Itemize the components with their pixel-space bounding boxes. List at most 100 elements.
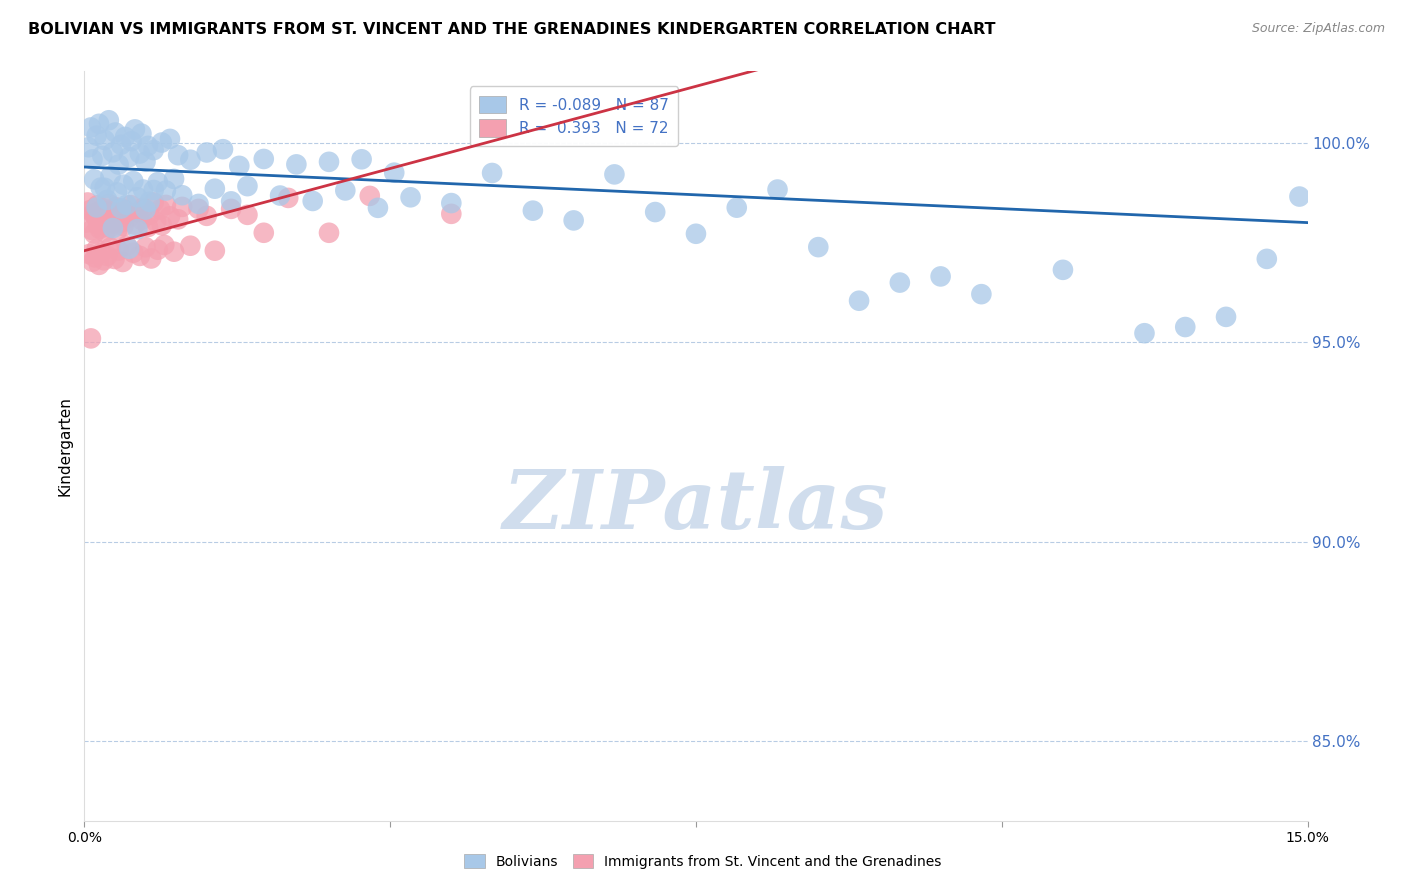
Point — [236, 208, 259, 222]
Point — [93, 181, 115, 195]
Point — [135, 240, 157, 254]
Point — [807, 240, 830, 254]
Point — [138, 194, 160, 209]
Point — [187, 202, 209, 216]
Point — [285, 157, 308, 171]
Point — [107, 157, 129, 171]
Point — [127, 222, 149, 236]
Point — [90, 180, 112, 194]
Point — [155, 184, 177, 198]
Point — [318, 226, 340, 240]
Point — [350, 153, 373, 167]
Point — [172, 200, 194, 214]
Point — [195, 145, 218, 160]
Point — [93, 133, 115, 147]
Point — [97, 113, 120, 128]
Point — [204, 182, 226, 196]
Point — [236, 179, 259, 194]
Point — [970, 287, 993, 301]
Point — [399, 190, 422, 204]
Point — [100, 204, 122, 219]
Point — [187, 197, 209, 211]
Point — [685, 227, 707, 241]
Point — [159, 210, 181, 224]
Point — [122, 245, 145, 260]
Point — [110, 202, 132, 216]
Text: Source: ZipAtlas.com: Source: ZipAtlas.com — [1251, 22, 1385, 36]
Point — [91, 213, 114, 227]
Point — [118, 242, 141, 256]
Point — [142, 195, 165, 210]
Point — [269, 188, 291, 202]
Point — [929, 269, 952, 284]
Point — [159, 132, 181, 146]
Point — [1133, 326, 1156, 341]
Point — [110, 215, 132, 229]
Y-axis label: Kindergarten: Kindergarten — [58, 396, 73, 496]
Point — [172, 188, 194, 202]
Point — [138, 208, 160, 222]
Point — [110, 137, 132, 152]
Point — [766, 182, 789, 196]
Point — [124, 122, 146, 136]
Point — [90, 245, 112, 260]
Point — [124, 218, 146, 232]
Point — [83, 172, 105, 186]
Point — [93, 253, 115, 268]
Point — [127, 190, 149, 204]
Point — [135, 154, 157, 169]
Point — [122, 174, 145, 188]
Point — [103, 252, 125, 266]
Point — [132, 182, 155, 196]
Point — [155, 198, 177, 212]
Point — [725, 201, 748, 215]
Point — [86, 201, 108, 215]
Point — [89, 222, 111, 236]
Point — [848, 293, 870, 308]
Point — [135, 202, 157, 217]
Point — [83, 227, 105, 241]
Point — [82, 207, 104, 221]
Point — [382, 166, 405, 180]
Point — [204, 244, 226, 258]
Point — [131, 127, 153, 141]
Point — [131, 212, 153, 227]
Point — [219, 194, 242, 209]
Point — [100, 169, 122, 183]
Point — [98, 220, 121, 235]
Point — [1052, 263, 1074, 277]
Point — [179, 238, 201, 252]
Point — [76, 195, 98, 210]
Point — [118, 150, 141, 164]
Point — [128, 249, 150, 263]
Point — [80, 223, 103, 237]
Point — [440, 196, 463, 211]
Point — [105, 186, 128, 200]
Point — [150, 219, 173, 233]
Point — [80, 331, 103, 345]
Point — [112, 219, 135, 233]
Point — [75, 216, 97, 230]
Point — [82, 254, 104, 268]
Point — [82, 153, 104, 167]
Point — [132, 201, 155, 215]
Point — [1256, 252, 1278, 266]
Point — [96, 249, 118, 263]
Point — [111, 255, 134, 269]
Legend: Bolivians, Immigrants from St. Vincent and the Grenadines: Bolivians, Immigrants from St. Vincent a… — [458, 848, 948, 874]
Point — [97, 197, 120, 211]
Point — [212, 142, 235, 156]
Point — [562, 213, 585, 227]
Point — [359, 189, 381, 203]
Point — [481, 166, 503, 180]
Point — [136, 219, 159, 234]
Point — [86, 128, 108, 143]
Point — [167, 212, 190, 227]
Point — [96, 209, 118, 223]
Point — [163, 244, 186, 259]
Point — [91, 202, 114, 216]
Point — [120, 198, 142, 212]
Point — [889, 276, 911, 290]
Point — [93, 225, 115, 239]
Point — [142, 143, 165, 157]
